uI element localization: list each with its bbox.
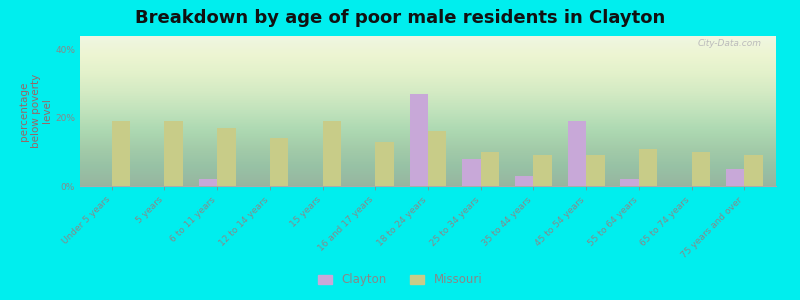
Bar: [744, 155, 763, 186]
Bar: [375, 142, 394, 186]
Bar: [726, 169, 744, 186]
Bar: [621, 179, 639, 186]
Bar: [462, 159, 481, 186]
Bar: [428, 131, 446, 186]
Bar: [481, 152, 499, 186]
Bar: [534, 155, 552, 186]
Bar: [639, 148, 658, 186]
Bar: [198, 179, 217, 186]
Bar: [270, 138, 288, 186]
Bar: [322, 121, 341, 186]
Bar: [217, 128, 235, 186]
Y-axis label: percentage
below poverty
level: percentage below poverty level: [19, 74, 52, 148]
Text: City-Data.com: City-Data.com: [698, 39, 762, 48]
Bar: [586, 155, 605, 186]
Text: Breakdown by age of poor male residents in Clayton: Breakdown by age of poor male residents …: [135, 9, 665, 27]
Bar: [112, 121, 130, 186]
Bar: [568, 121, 586, 186]
Bar: [515, 176, 534, 186]
Legend: Clayton, Missouri: Clayton, Missouri: [313, 269, 487, 291]
Bar: [692, 152, 710, 186]
Bar: [410, 94, 428, 186]
Bar: [164, 121, 183, 186]
